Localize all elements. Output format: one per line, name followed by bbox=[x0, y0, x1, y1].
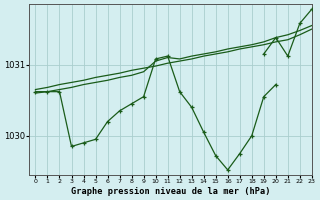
X-axis label: Graphe pression niveau de la mer (hPa): Graphe pression niveau de la mer (hPa) bbox=[71, 187, 270, 196]
